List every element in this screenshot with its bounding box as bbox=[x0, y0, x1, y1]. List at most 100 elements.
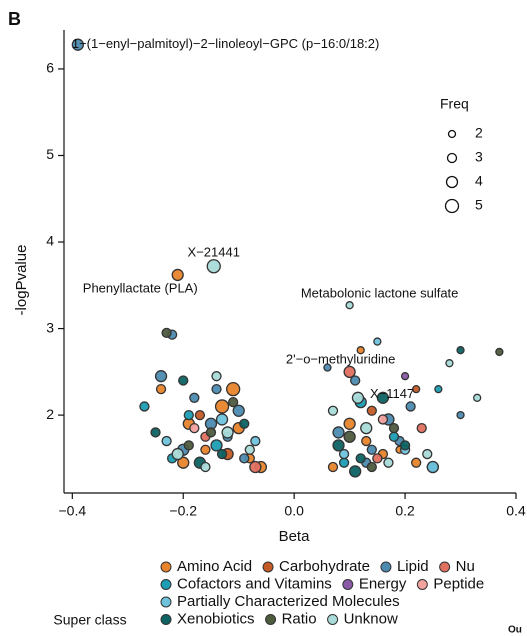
point bbox=[211, 383, 222, 395]
point bbox=[183, 409, 194, 421]
point bbox=[221, 426, 234, 439]
point bbox=[495, 347, 504, 357]
size-legend-title: Freq bbox=[440, 96, 469, 112]
legend-marker bbox=[416, 579, 428, 590]
legend-label: Amino Acid bbox=[177, 558, 252, 575]
x-tick-label: 0.2 bbox=[395, 503, 415, 519]
point bbox=[239, 453, 250, 464]
legend-label: Lipid bbox=[397, 558, 429, 575]
point bbox=[377, 414, 389, 425]
point bbox=[400, 372, 410, 381]
legend-marker bbox=[439, 561, 451, 573]
annotation: X−1147 bbox=[370, 386, 414, 401]
point bbox=[373, 337, 382, 346]
point bbox=[416, 422, 427, 434]
point bbox=[210, 439, 223, 452]
legend-marker bbox=[160, 596, 172, 608]
point bbox=[412, 384, 421, 394]
point bbox=[350, 375, 361, 386]
point bbox=[343, 430, 356, 443]
point bbox=[215, 413, 229, 426]
panel-label: B bbox=[8, 9, 21, 29]
point bbox=[205, 427, 217, 438]
x-tick-label: 0.4 bbox=[506, 503, 526, 519]
legend-label: Unknow bbox=[344, 610, 398, 627]
point bbox=[456, 346, 465, 355]
size-legend-label: 5 bbox=[475, 197, 483, 213]
point bbox=[200, 461, 211, 473]
point bbox=[189, 422, 200, 434]
point bbox=[422, 448, 433, 460]
point bbox=[150, 427, 161, 438]
point bbox=[376, 391, 390, 404]
point bbox=[214, 399, 230, 414]
point bbox=[327, 405, 339, 416]
legend-marker bbox=[262, 561, 274, 573]
point bbox=[434, 384, 443, 394]
point bbox=[366, 405, 377, 416]
point bbox=[239, 418, 250, 429]
annotation: 1−(1−enyl−palmitoyl)−2−linoleoyl−GPC (p−… bbox=[72, 36, 380, 51]
point bbox=[360, 421, 373, 435]
point bbox=[411, 457, 422, 468]
point bbox=[355, 453, 366, 464]
point bbox=[211, 371, 222, 382]
legend-label: Partially Characterized Molecules bbox=[177, 593, 400, 610]
legend-marker bbox=[160, 561, 172, 573]
legend-marker bbox=[160, 614, 172, 625]
point bbox=[388, 422, 400, 434]
size-legend-label: 4 bbox=[475, 173, 483, 189]
legend-label: Nu bbox=[456, 558, 475, 575]
point bbox=[361, 435, 372, 447]
legend-label: Cofactors and Vitamins bbox=[177, 575, 332, 592]
size-legend-label: 3 bbox=[475, 149, 483, 165]
legend-label: Energy bbox=[359, 575, 407, 592]
size-legend-marker bbox=[445, 175, 459, 189]
point bbox=[206, 259, 221, 274]
annotation: 2'−o−methyluridine bbox=[286, 351, 395, 366]
point bbox=[327, 461, 339, 473]
point bbox=[161, 327, 172, 339]
point bbox=[351, 391, 365, 404]
point bbox=[399, 440, 411, 451]
point bbox=[189, 392, 200, 403]
size-legend-marker bbox=[444, 198, 460, 214]
y-tick-label: 5 bbox=[46, 146, 54, 162]
point bbox=[366, 461, 377, 473]
legend-marker bbox=[380, 561, 392, 573]
point bbox=[183, 440, 194, 451]
point bbox=[250, 435, 261, 447]
annotation: X−21441 bbox=[188, 245, 240, 260]
point bbox=[244, 444, 255, 455]
point bbox=[388, 431, 400, 442]
point bbox=[426, 460, 439, 474]
legend-title: Super class bbox=[53, 612, 126, 628]
x-tick-label: −0.4 bbox=[58, 503, 86, 519]
point bbox=[200, 444, 211, 455]
point bbox=[177, 456, 190, 469]
point bbox=[178, 375, 189, 386]
point bbox=[71, 38, 85, 51]
point bbox=[343, 417, 356, 430]
point bbox=[155, 383, 167, 395]
legend-marker bbox=[160, 579, 172, 590]
point bbox=[356, 346, 365, 355]
point bbox=[154, 370, 168, 383]
point bbox=[372, 453, 383, 464]
point bbox=[323, 363, 332, 372]
y-axis-label: -logPvalue bbox=[13, 245, 30, 316]
point bbox=[232, 404, 245, 417]
annotation: Metabolonic lactone sulfate bbox=[301, 286, 459, 301]
point bbox=[338, 448, 350, 460]
x-axis-label: Beta bbox=[279, 528, 311, 545]
x-tick-label: 0.0 bbox=[284, 503, 304, 519]
annotation: Phenyllactate (PLA) bbox=[83, 280, 198, 295]
point bbox=[194, 409, 206, 421]
y-tick-label: 4 bbox=[46, 233, 54, 249]
size-legend-marker bbox=[447, 129, 457, 139]
legend-marker bbox=[265, 614, 277, 625]
point bbox=[349, 465, 362, 478]
x-tick-label: −0.2 bbox=[169, 503, 197, 519]
point bbox=[332, 426, 345, 439]
point bbox=[383, 457, 394, 468]
